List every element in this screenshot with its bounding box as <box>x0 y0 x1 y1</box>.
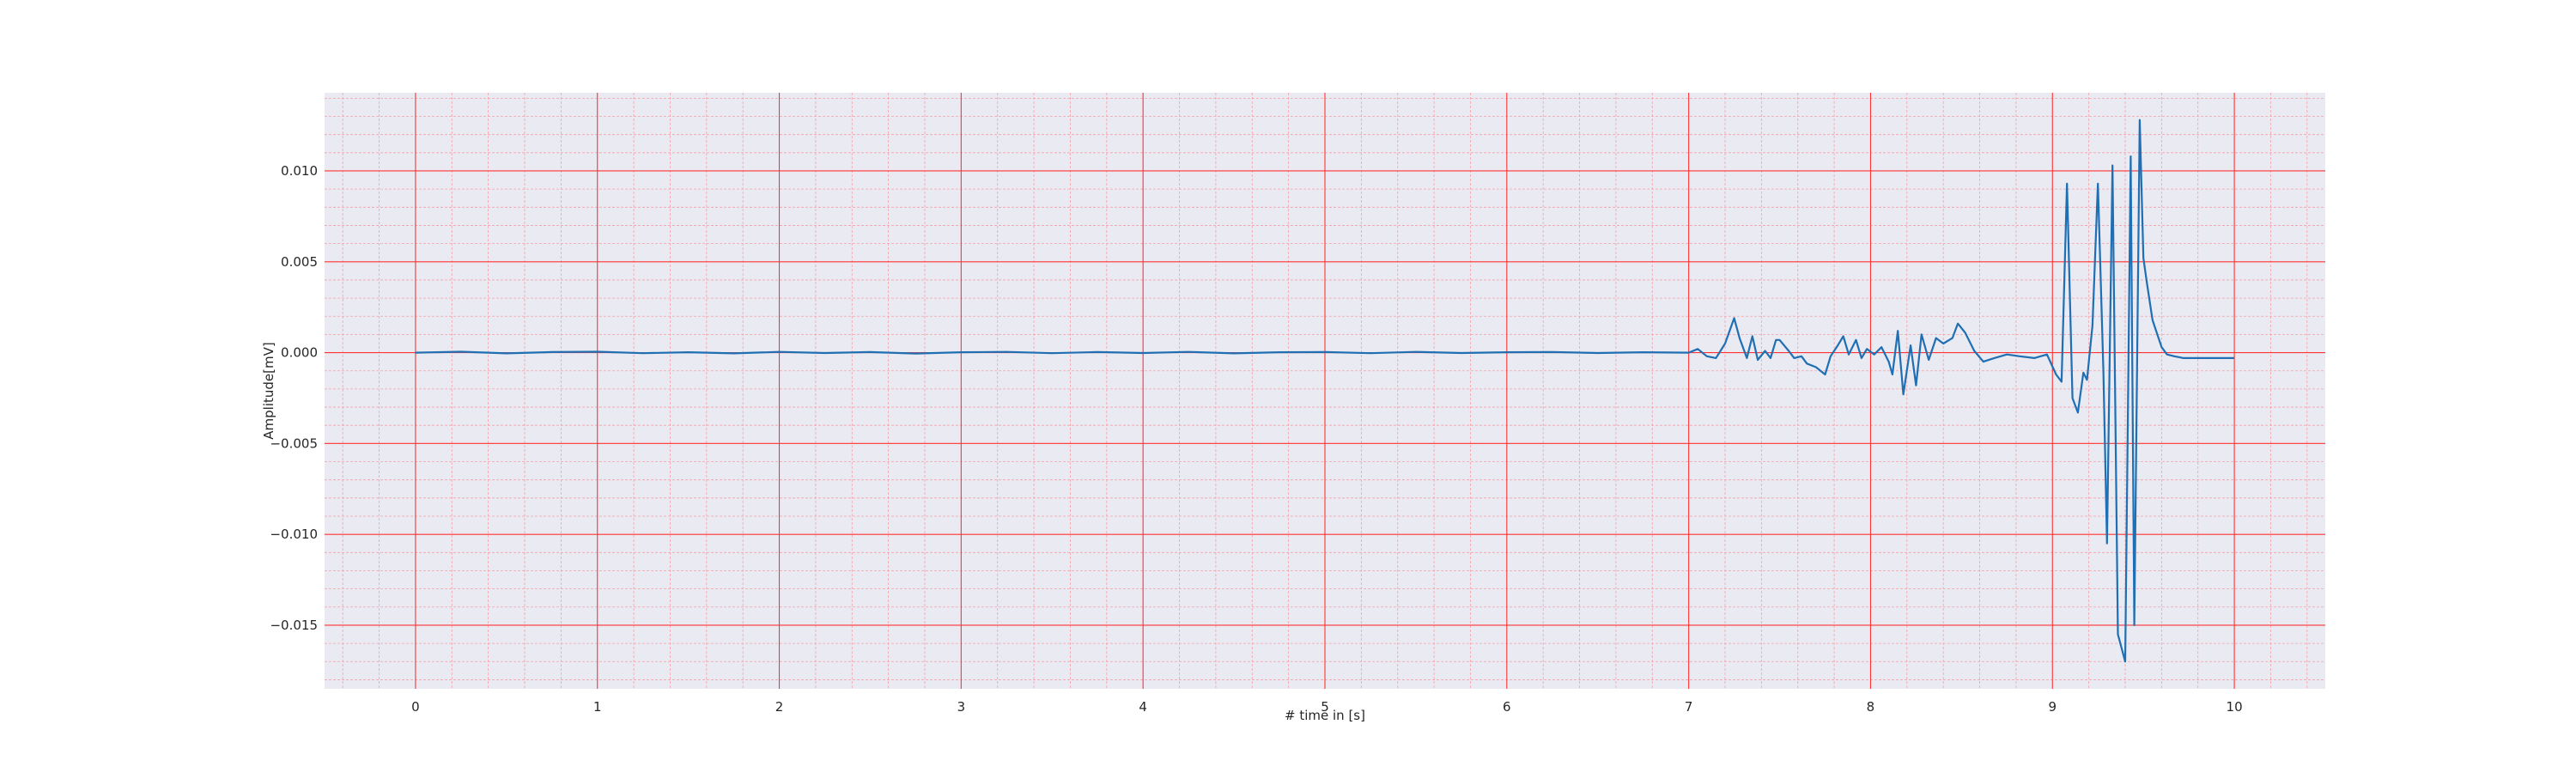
y-tick-label: −0.015 <box>270 618 318 633</box>
x-tick-label: 2 <box>775 699 784 715</box>
x-tick-label: 10 <box>2227 699 2243 715</box>
x-axis-label: # time in [s] <box>1285 708 1365 723</box>
y-tick-label: 0.010 <box>281 163 318 179</box>
x-tick-label: 9 <box>2048 699 2057 715</box>
x-tick-label: 8 <box>1867 699 1875 715</box>
y-tick-label: 0.000 <box>281 345 318 361</box>
x-tick-label: 0 <box>411 699 420 715</box>
x-tick-label: 6 <box>1503 699 1511 715</box>
x-tick-label: 4 <box>1139 699 1147 715</box>
x-tick-labels: 0 1 2 3 4 5 6 7 8 9 10 <box>411 699 2243 715</box>
y-axis-label: Amplitude[mV] <box>261 342 276 439</box>
series-layer <box>415 119 2235 663</box>
x-tick-label: 3 <box>957 699 966 715</box>
x-tick-label: 1 <box>593 699 602 715</box>
y-tick-label: 0.005 <box>281 254 318 270</box>
series-line-0 <box>415 119 2235 663</box>
y-tick-labels: −0.015 −0.010 −0.005 0.000 0.005 0.010 <box>270 163 318 633</box>
y-tick-label: −0.010 <box>270 526 318 542</box>
y-tick-label: −0.005 <box>270 435 318 451</box>
x-tick-label: 5 <box>1321 699 1329 715</box>
x-tick-label: 7 <box>1685 699 1693 715</box>
